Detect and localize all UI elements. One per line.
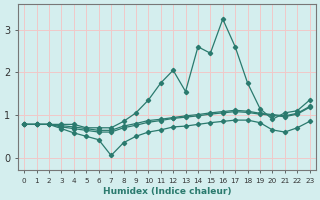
X-axis label: Humidex (Indice chaleur): Humidex (Indice chaleur) <box>103 187 231 196</box>
